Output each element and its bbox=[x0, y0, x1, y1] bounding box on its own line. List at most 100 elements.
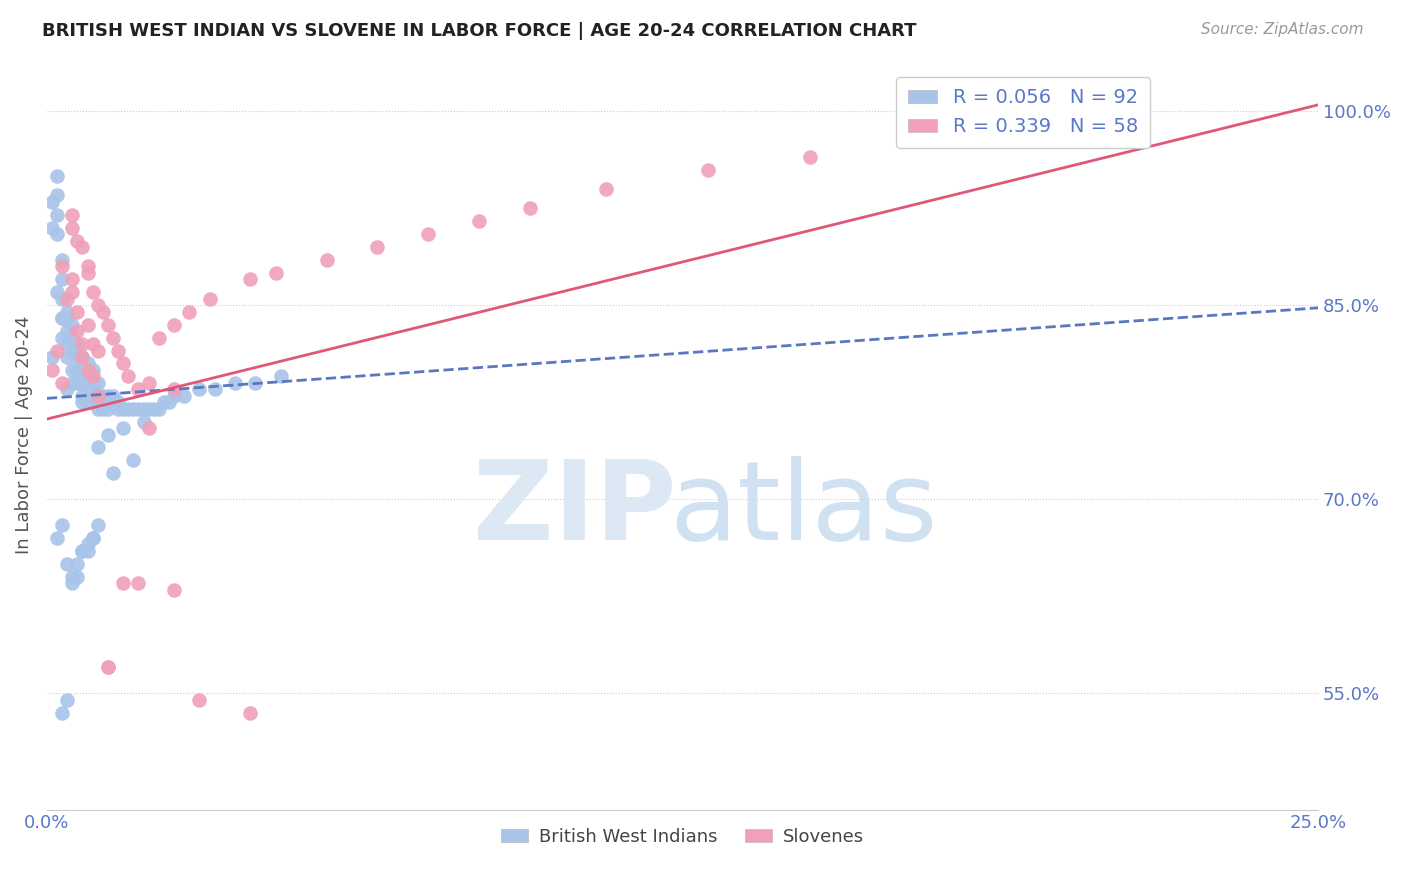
Point bbox=[60, 285, 83, 300]
Point bbox=[138, 376, 160, 390]
Point bbox=[46, 188, 69, 202]
Point bbox=[163, 582, 186, 597]
Point bbox=[66, 234, 89, 248]
Point bbox=[72, 544, 94, 558]
Point bbox=[76, 369, 98, 384]
Point bbox=[41, 194, 63, 209]
Point bbox=[66, 304, 89, 318]
Point bbox=[82, 531, 104, 545]
Point bbox=[117, 401, 139, 416]
Point bbox=[198, 292, 221, 306]
Point bbox=[41, 220, 63, 235]
Point bbox=[163, 389, 186, 403]
Point bbox=[46, 531, 69, 545]
Point bbox=[76, 363, 98, 377]
Point bbox=[41, 363, 63, 377]
Point bbox=[97, 318, 120, 332]
Point bbox=[82, 531, 104, 545]
Point bbox=[76, 356, 98, 370]
Text: Source: ZipAtlas.com: Source: ZipAtlas.com bbox=[1201, 22, 1364, 37]
Point bbox=[173, 389, 195, 403]
Point bbox=[82, 285, 104, 300]
Point bbox=[132, 401, 155, 416]
Point bbox=[82, 363, 104, 377]
Point bbox=[153, 395, 176, 409]
Point bbox=[112, 401, 135, 416]
Point bbox=[101, 395, 124, 409]
Point bbox=[799, 150, 821, 164]
Point bbox=[60, 570, 83, 584]
Point bbox=[66, 570, 89, 584]
Point bbox=[112, 421, 135, 435]
Point bbox=[595, 182, 617, 196]
Point bbox=[60, 363, 83, 377]
Point bbox=[163, 318, 186, 332]
Text: atlas: atlas bbox=[669, 456, 938, 563]
Point bbox=[72, 376, 94, 390]
Point bbox=[112, 576, 135, 591]
Point bbox=[46, 343, 69, 358]
Point bbox=[87, 389, 110, 403]
Point bbox=[56, 557, 79, 571]
Point bbox=[56, 292, 79, 306]
Point bbox=[148, 401, 170, 416]
Point bbox=[97, 401, 120, 416]
Point bbox=[122, 453, 145, 467]
Point bbox=[87, 343, 110, 358]
Point bbox=[51, 260, 73, 274]
Point bbox=[72, 395, 94, 409]
Point bbox=[56, 337, 79, 351]
Point bbox=[97, 427, 120, 442]
Point bbox=[91, 401, 114, 416]
Point bbox=[66, 363, 89, 377]
Point bbox=[56, 350, 79, 364]
Point bbox=[315, 252, 337, 267]
Point bbox=[41, 350, 63, 364]
Point bbox=[56, 311, 79, 326]
Point bbox=[51, 706, 73, 720]
Point bbox=[46, 169, 69, 183]
Point bbox=[51, 272, 73, 286]
Point bbox=[245, 376, 267, 390]
Point bbox=[66, 337, 89, 351]
Point bbox=[101, 467, 124, 481]
Point bbox=[76, 382, 98, 396]
Point bbox=[188, 382, 211, 396]
Point bbox=[107, 401, 129, 416]
Point bbox=[163, 382, 186, 396]
Point bbox=[60, 376, 83, 390]
Point bbox=[142, 401, 165, 416]
Point bbox=[51, 252, 73, 267]
Point bbox=[72, 350, 94, 364]
Point bbox=[66, 324, 89, 338]
Point bbox=[60, 220, 83, 235]
Text: ZIP: ZIP bbox=[472, 456, 676, 563]
Point bbox=[72, 350, 94, 364]
Point bbox=[519, 202, 541, 216]
Point bbox=[107, 395, 129, 409]
Point bbox=[66, 350, 89, 364]
Point bbox=[127, 401, 149, 416]
Point bbox=[204, 382, 226, 396]
Point bbox=[179, 304, 201, 318]
Point bbox=[51, 330, 73, 344]
Point bbox=[72, 363, 94, 377]
Point bbox=[224, 376, 246, 390]
Point bbox=[76, 537, 98, 551]
Point bbox=[138, 401, 160, 416]
Point bbox=[51, 518, 73, 533]
Point bbox=[148, 330, 170, 344]
Legend: R = 0.056   N = 92, R = 0.339   N = 58: R = 0.056 N = 92, R = 0.339 N = 58 bbox=[896, 77, 1150, 148]
Point bbox=[97, 660, 120, 674]
Point bbox=[76, 544, 98, 558]
Point bbox=[101, 389, 124, 403]
Point bbox=[87, 389, 110, 403]
Point bbox=[72, 240, 94, 254]
Point bbox=[56, 382, 79, 396]
Point bbox=[82, 376, 104, 390]
Point bbox=[51, 292, 73, 306]
Y-axis label: In Labor Force | Age 20-24: In Labor Force | Age 20-24 bbox=[15, 316, 32, 554]
Point bbox=[51, 376, 73, 390]
Point bbox=[91, 389, 114, 403]
Point bbox=[697, 162, 720, 177]
